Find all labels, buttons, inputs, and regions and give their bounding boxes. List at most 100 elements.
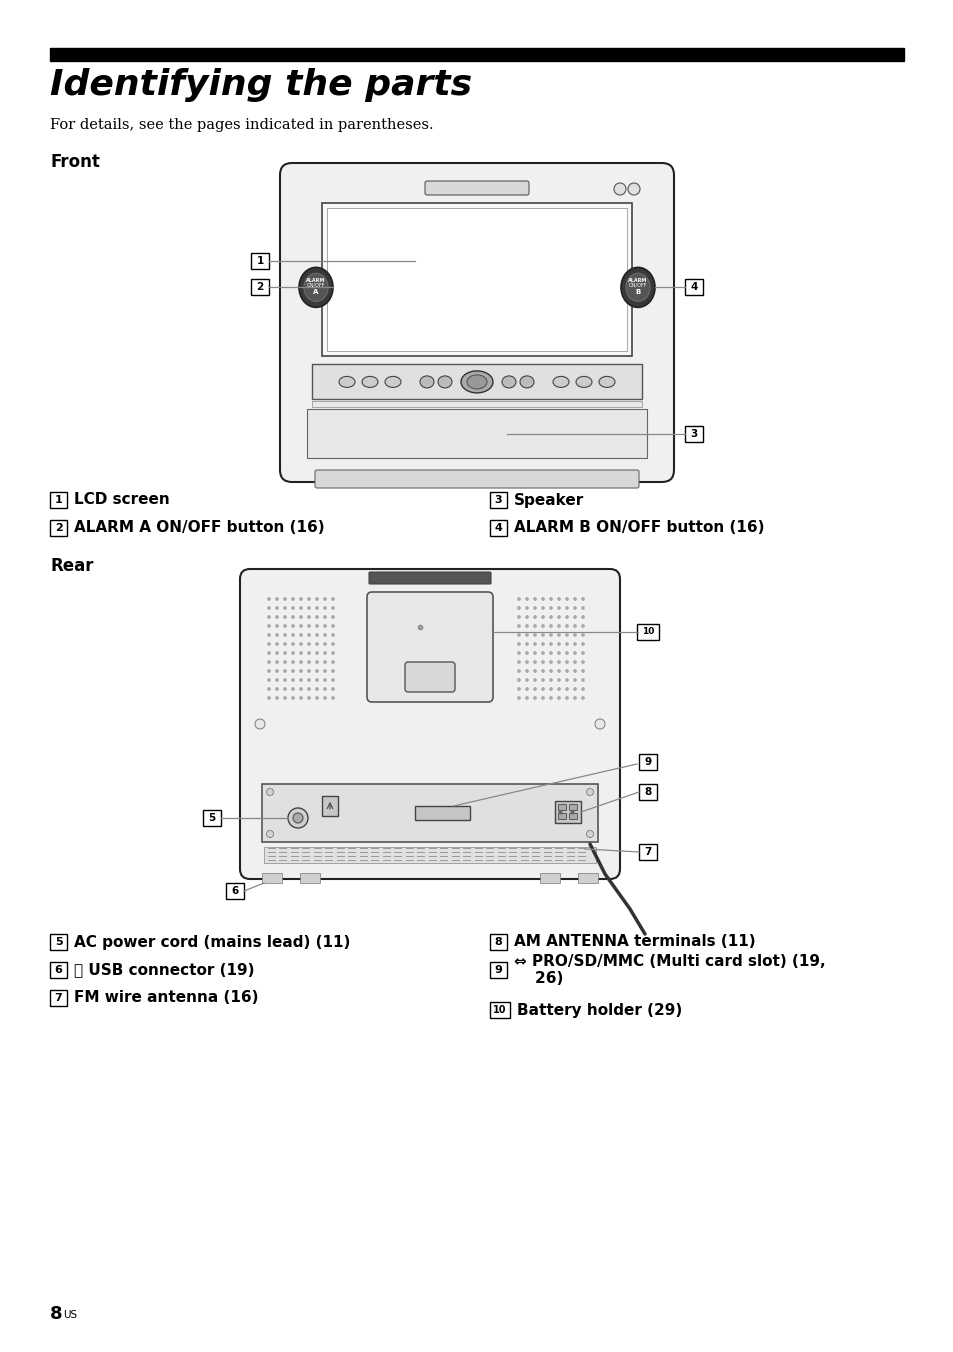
Bar xyxy=(639,754,657,771)
Circle shape xyxy=(586,788,593,795)
Circle shape xyxy=(332,625,334,627)
Text: FM wire antenna (16): FM wire antenna (16) xyxy=(74,991,258,1006)
Circle shape xyxy=(573,634,576,637)
Circle shape xyxy=(268,607,270,610)
Bar xyxy=(307,410,646,458)
Circle shape xyxy=(315,669,318,672)
Circle shape xyxy=(323,661,326,664)
Circle shape xyxy=(517,598,519,600)
Text: B: B xyxy=(635,289,640,295)
Text: ⇔ PRO/SD/MMC (Multi card slot) (19,
    26): ⇔ PRO/SD/MMC (Multi card slot) (19, 26) xyxy=(514,953,824,986)
FancyBboxPatch shape xyxy=(369,572,491,584)
Circle shape xyxy=(283,669,286,672)
Circle shape xyxy=(288,808,308,827)
Circle shape xyxy=(525,634,528,637)
Circle shape xyxy=(517,615,519,618)
FancyBboxPatch shape xyxy=(314,470,639,488)
Bar xyxy=(539,873,559,883)
Circle shape xyxy=(266,830,274,837)
Circle shape xyxy=(292,652,294,654)
Circle shape xyxy=(292,625,294,627)
Circle shape xyxy=(534,625,536,627)
Bar xyxy=(50,492,67,508)
Circle shape xyxy=(517,661,519,664)
Bar xyxy=(568,813,577,819)
Circle shape xyxy=(308,634,310,637)
Circle shape xyxy=(549,688,552,691)
Circle shape xyxy=(283,652,286,654)
Circle shape xyxy=(581,679,583,681)
Circle shape xyxy=(534,688,536,691)
Circle shape xyxy=(308,642,310,645)
Bar xyxy=(327,208,626,352)
Circle shape xyxy=(323,642,326,645)
Bar xyxy=(322,203,631,357)
Circle shape xyxy=(573,642,576,645)
Circle shape xyxy=(292,598,294,600)
Bar xyxy=(568,804,577,810)
Circle shape xyxy=(541,634,543,637)
Circle shape xyxy=(308,679,310,681)
Circle shape xyxy=(558,634,559,637)
Circle shape xyxy=(323,669,326,672)
Circle shape xyxy=(293,813,303,823)
Circle shape xyxy=(525,652,528,654)
Circle shape xyxy=(581,696,583,699)
Circle shape xyxy=(332,652,334,654)
Circle shape xyxy=(558,696,559,699)
Circle shape xyxy=(541,652,543,654)
Circle shape xyxy=(299,598,302,600)
Circle shape xyxy=(315,652,318,654)
Circle shape xyxy=(525,661,528,664)
Circle shape xyxy=(517,679,519,681)
Circle shape xyxy=(323,634,326,637)
Circle shape xyxy=(549,679,552,681)
Circle shape xyxy=(323,607,326,610)
Circle shape xyxy=(299,696,302,699)
Text: ALARM: ALARM xyxy=(628,279,647,283)
Circle shape xyxy=(299,625,302,627)
Bar xyxy=(312,365,641,399)
FancyBboxPatch shape xyxy=(280,164,673,483)
Bar xyxy=(490,492,506,508)
Circle shape xyxy=(283,642,286,645)
Ellipse shape xyxy=(553,376,568,388)
Circle shape xyxy=(292,696,294,699)
Circle shape xyxy=(565,679,568,681)
Circle shape xyxy=(565,652,568,654)
Circle shape xyxy=(525,625,528,627)
Ellipse shape xyxy=(620,268,655,307)
Text: Rear: Rear xyxy=(50,557,93,575)
Bar xyxy=(490,1002,510,1018)
Circle shape xyxy=(275,625,278,627)
Text: 10: 10 xyxy=(641,627,654,637)
Circle shape xyxy=(534,661,536,664)
Circle shape xyxy=(573,615,576,618)
Circle shape xyxy=(332,642,334,645)
Circle shape xyxy=(541,688,543,691)
Text: 2: 2 xyxy=(256,283,263,292)
Circle shape xyxy=(292,669,294,672)
Bar xyxy=(558,813,565,819)
Circle shape xyxy=(299,607,302,610)
Circle shape xyxy=(268,598,270,600)
Circle shape xyxy=(525,615,528,618)
Circle shape xyxy=(549,669,552,672)
Circle shape xyxy=(283,679,286,681)
Text: For details, see the pages indicated in parentheses.: For details, see the pages indicated in … xyxy=(50,118,434,132)
Ellipse shape xyxy=(625,273,649,301)
Circle shape xyxy=(299,652,302,654)
Circle shape xyxy=(275,679,278,681)
Circle shape xyxy=(581,661,583,664)
Circle shape xyxy=(534,607,536,610)
Ellipse shape xyxy=(460,370,493,393)
Text: AM ANTENNA terminals (11): AM ANTENNA terminals (11) xyxy=(514,934,755,949)
Circle shape xyxy=(275,634,278,637)
Text: 2: 2 xyxy=(54,523,62,533)
Circle shape xyxy=(268,661,270,664)
Circle shape xyxy=(254,719,265,729)
Bar xyxy=(50,990,67,1006)
FancyBboxPatch shape xyxy=(240,569,619,879)
Circle shape xyxy=(308,598,310,600)
Circle shape xyxy=(292,642,294,645)
